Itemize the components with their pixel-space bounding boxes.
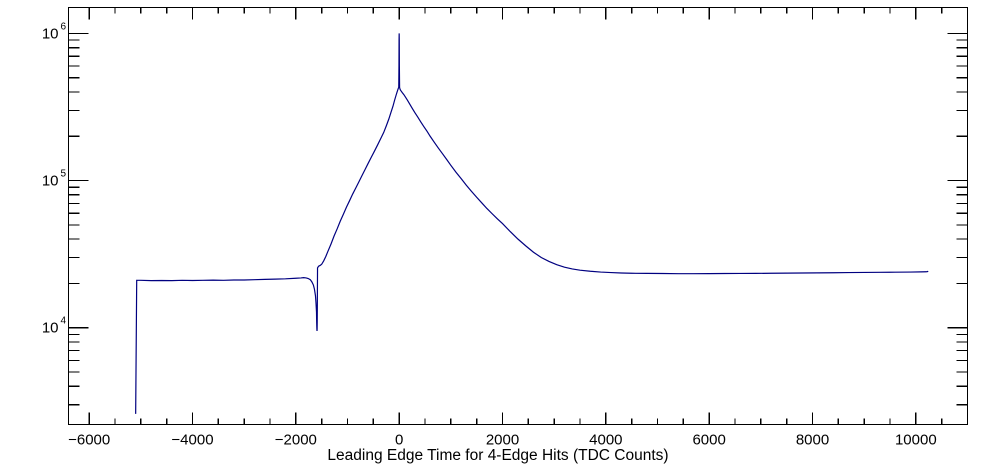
y-tick-exponent: 4 bbox=[61, 316, 67, 327]
axis-frame bbox=[67, 6, 969, 426]
x-tick-label: 8000 bbox=[796, 432, 829, 449]
y-tick-exponent: 5 bbox=[61, 169, 67, 180]
x-tick-label: −2000 bbox=[275, 432, 317, 449]
x-axis-tick-labels: −6000 −4000 −2000 0 2000 4000 6000 8000 10000 bbox=[68, 432, 937, 449]
x-axis-title: Leading Edge Time for 4-Edge Hits (TDC C… bbox=[327, 447, 669, 464]
x-tick-label: 2000 bbox=[486, 432, 519, 449]
y-axis-ticks bbox=[68, 32, 968, 406]
histogram-series bbox=[135, 33, 929, 414]
y-tick-exponent: 6 bbox=[61, 21, 67, 32]
x-axis-ticks bbox=[88, 7, 969, 425]
y-tick-label: 10 bbox=[42, 173, 59, 190]
y-tick-label: 10 bbox=[42, 25, 59, 42]
x-tick-label: 10000 bbox=[895, 432, 937, 449]
y-tick-label: 10 bbox=[42, 320, 59, 337]
x-tick-label: −4000 bbox=[171, 432, 213, 449]
x-tick-label: 4000 bbox=[589, 432, 622, 449]
x-tick-label: 0 bbox=[395, 432, 403, 449]
x-tick-label: 6000 bbox=[692, 432, 725, 449]
plot-frame bbox=[67, 6, 969, 426]
x-tick-label: −6000 bbox=[68, 432, 110, 449]
